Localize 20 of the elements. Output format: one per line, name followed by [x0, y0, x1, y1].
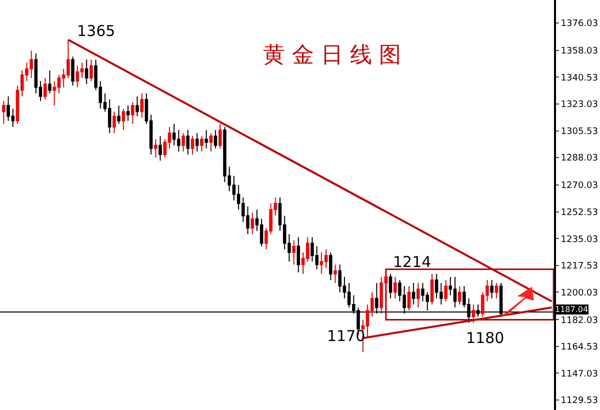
ref-line-label: 1187.04 — [555, 305, 588, 314]
y-tick-label: 1252.53 — [560, 208, 598, 218]
y-tick-label: 1200.03 — [560, 288, 598, 298]
y-tick-label: 1182.03 — [560, 316, 598, 326]
y-tick-label: 1288.03 — [560, 154, 598, 164]
y-tick-label: 1129.53 — [560, 396, 598, 406]
y-tick-label: 1376.03 — [560, 19, 598, 30]
annotation: 1180 — [466, 329, 504, 347]
y-tick-label: 1217.53 — [560, 262, 598, 272]
text: 黄 金 日 线 图 — [263, 43, 401, 68]
y-tick-label: 1147.03 — [560, 369, 598, 380]
annotation: 1214 — [393, 253, 432, 271]
y-tick-label: 1270.03 — [560, 181, 598, 192]
y-tick-label: 1235.03 — [560, 234, 598, 245]
annotation: 1365 — [77, 22, 116, 40]
y-tick-label: 1305.53 — [560, 126, 598, 137]
y-tick-label: 1340.53 — [560, 73, 598, 84]
y-tick-label: 1358.03 — [560, 46, 598, 57]
y-tick-label: 1164.53 — [560, 342, 598, 353]
y-tick-label: 1323.03 — [560, 100, 598, 110]
